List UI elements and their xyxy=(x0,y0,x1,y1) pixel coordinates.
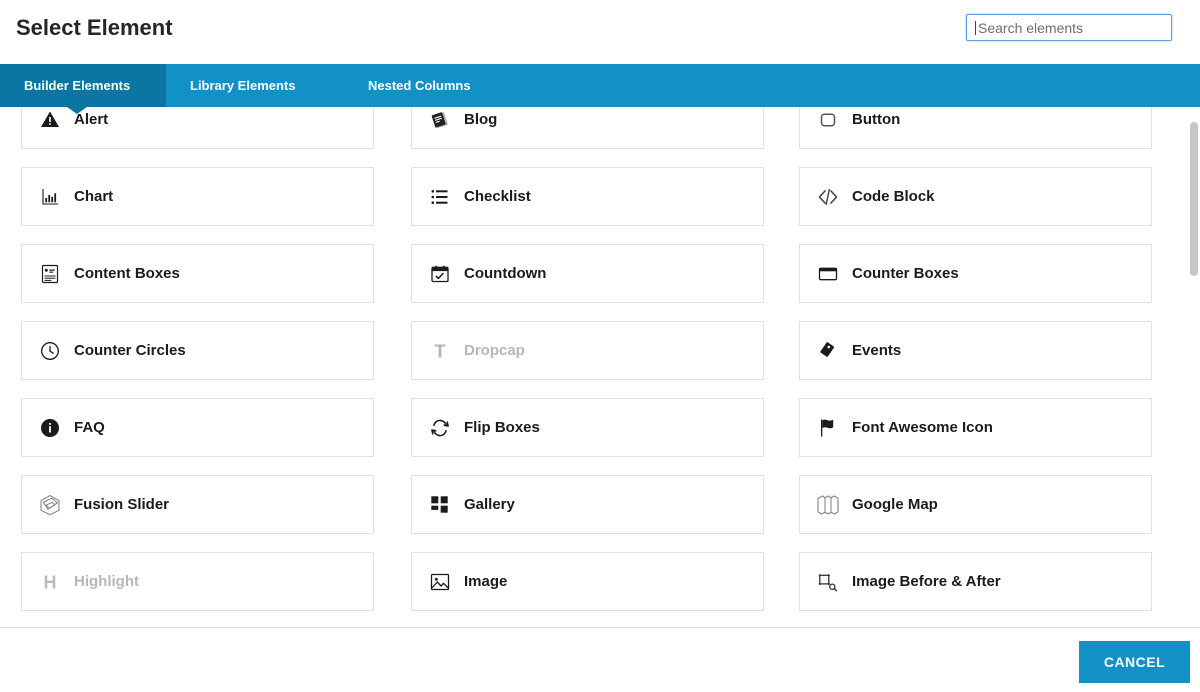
svg-text:T: T xyxy=(435,341,446,361)
svg-text:H: H xyxy=(44,572,57,592)
